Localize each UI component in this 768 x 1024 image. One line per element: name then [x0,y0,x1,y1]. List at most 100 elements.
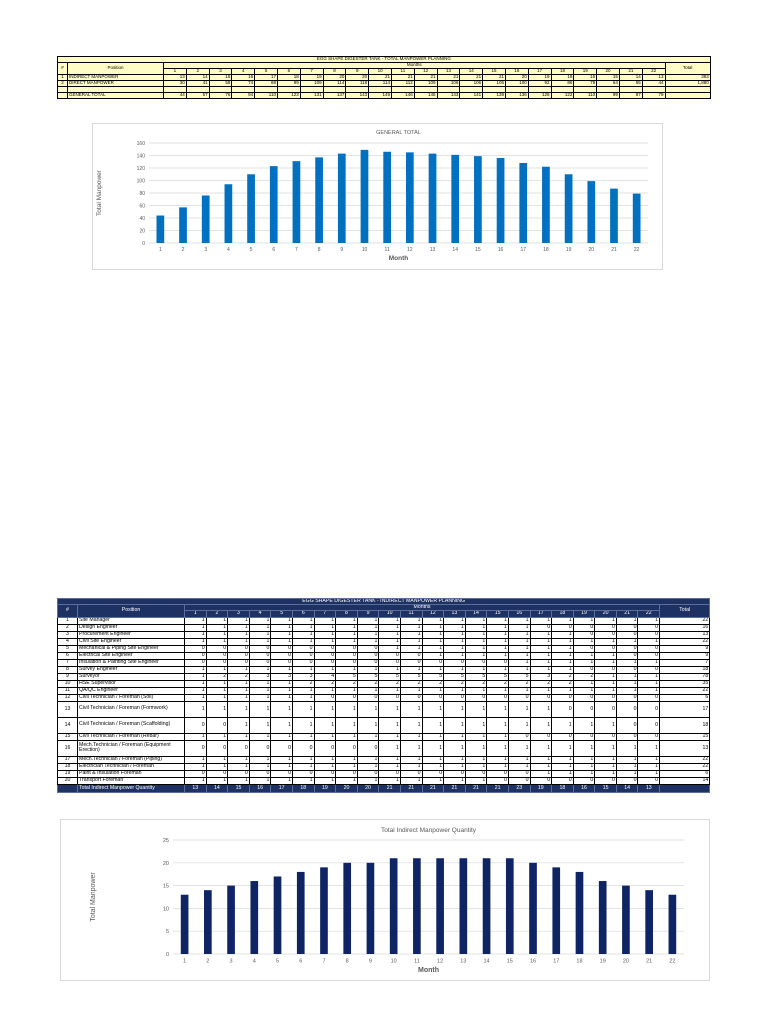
row-value: 0 [486,776,509,785]
row-value: 0 [184,769,207,778]
footer-total-value: 15 [594,783,617,793]
row-value: 2 [486,679,509,688]
row-value: 1 [529,686,553,695]
x-tick-label: 5 [276,959,279,965]
row-value: 1 [637,616,661,625]
row-index: 10 [57,679,78,688]
row-value: 1 [356,762,380,771]
row-value: 1 [615,637,639,646]
bar [227,885,235,954]
general-total-value: 141 [459,92,484,99]
row-value: 1 [205,776,229,785]
row-value: 1 [507,616,531,625]
table-row: 13 Civil Technician / Foreman (Formwork) 1… [57,700,711,718]
row-value: 1 [464,686,488,695]
row-index: 3 [57,630,78,639]
row-value: 1 [594,679,617,688]
row-value: 1 [443,651,466,660]
row-value: 1 [248,693,272,702]
footer-total-value: 21 [421,783,445,793]
row-value: 1 [486,616,509,625]
x-tick-label: 19 [600,959,606,965]
row-total: 13 [659,630,711,639]
row-value: 0 [313,658,337,667]
row-value: 1 [572,658,596,667]
row-value: 2 [378,679,401,688]
row-value: 1 [399,739,423,757]
row-value: 1 [399,630,423,639]
row-value: 1 [184,732,207,741]
bar [622,885,630,954]
x-tick-label: 2 [206,959,209,965]
row-value: 0 [529,693,553,702]
bar [320,867,328,954]
general-total-value: 44 [163,92,187,99]
bar [459,858,468,954]
row-value: 0 [184,739,207,757]
row-position: Electrician Technician / Foreman [77,762,185,771]
row-value: 1 [205,616,229,625]
row-value: 1 [399,637,423,646]
row-value: 0 [248,658,272,667]
y-tick-label: 20 [163,861,169,867]
row-value: 0 [421,693,445,702]
y-tick-label: 120 [137,166,146,172]
row-value: 1 [378,776,401,785]
row-position: Site Manager [77,616,185,625]
row-value: 0 [615,644,639,653]
row-value: 1 [421,630,445,639]
row-value: 0 [486,693,509,702]
row-value: 1 [486,700,509,718]
bar [366,862,375,954]
row-value: 1 [248,637,272,646]
row-value: 1 [443,644,466,653]
row-value: 1 [205,665,229,674]
x-tick-label: 21 [611,247,617,253]
row-value: 0 [248,644,272,653]
row-value: 1 [507,716,531,734]
row-value: 1 [378,616,401,625]
row-value: 0 [356,658,380,667]
x-tick-label: 22 [669,959,675,965]
row-total: 22 [659,755,711,764]
bar [269,166,278,243]
row-value: 0 [399,769,423,778]
footer-total-value: 20 [356,783,380,793]
row-value: 5 [443,672,466,681]
row-value: 1 [421,700,445,718]
row-value: 1 [572,762,596,771]
empty-cell [57,783,78,793]
x-tick-label: 14 [452,247,458,253]
row-position: Insulation & Painting Site Engineer [77,658,185,667]
row-value: 1 [378,700,401,718]
table-row: 2 Design Engineer 1 1 1 1 1 1 1 1 1 1 1 1 1 1 1 1 0 0 0 0 0 0 16 [57,623,711,632]
row-value: 1 [443,762,466,771]
row-value: 0 [637,732,661,741]
y-tick-label: 20 [139,229,145,235]
bar [250,881,259,954]
row-value: 0 [356,644,380,653]
row-value: 1 [399,623,423,632]
row-value: 0 [205,658,229,667]
row-value: 1 [335,755,358,764]
row-value: 1 [529,637,553,646]
row-value: 1 [356,755,380,764]
row-value: 1 [486,739,509,757]
x-tick-label: 11 [385,247,390,253]
row-value: 1 [572,637,596,646]
row-total: 18 [659,665,711,674]
y-tick-label: 40 [139,216,145,222]
row-value: 1 [227,630,250,639]
row-total: 7 [659,658,711,667]
bar [575,871,584,954]
row-value: 0 [227,651,250,660]
x-tick-label: 16 [498,247,504,253]
row-value: 1 [615,679,639,688]
row-index: 2 [57,623,78,632]
row-value: 1 [270,679,293,688]
row-value: 1 [529,616,553,625]
row-value: 1 [356,716,380,734]
table-row: 20 Transport Foreman 1 1 1 1 1 1 1 1 1 1 1 1 1 1 0 0 0 0 0 0 0… [57,776,711,785]
row-value: 1 [335,686,358,695]
row-value: 1 [486,732,509,741]
